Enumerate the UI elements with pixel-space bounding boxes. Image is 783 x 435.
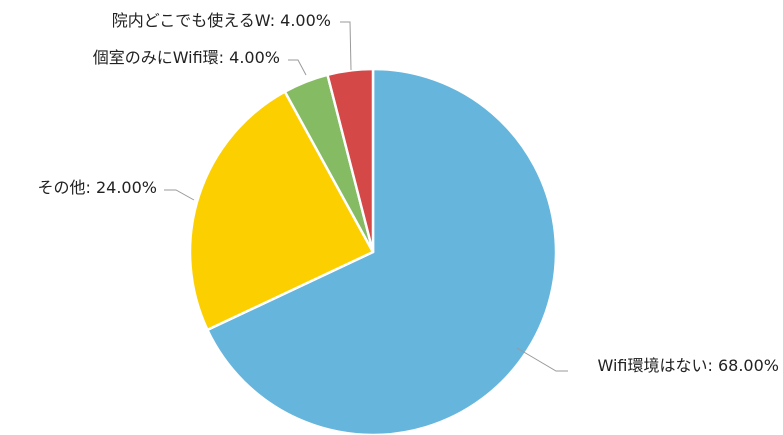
pie-slice-2 — [188, 90, 375, 332]
leader-line-4 — [340, 21, 352, 71]
leader-line-3 — [288, 59, 307, 76]
slice-label-3: 個室のみにWifi環: 4.00% — [93, 48, 280, 67]
slice-label-4: 院内どこでも使えるW: 4.00% — [112, 11, 331, 30]
leader-lines-group — [164, 21, 568, 372]
leader-line-2 — [164, 189, 195, 201]
pie-slice-4 — [326, 67, 375, 254]
slices-group — [188, 67, 558, 435]
pie-slice-1 — [206, 67, 558, 435]
leader-line-1 — [516, 347, 568, 372]
slice-label-2: その他: 24.00% — [38, 178, 158, 197]
labels-group: Wifi環境はない: 68.00% その他: 24.00% 個室のみにWifi環: … — [38, 11, 780, 375]
slice-label-1: Wifi環境はない: 68.00% — [598, 356, 779, 375]
